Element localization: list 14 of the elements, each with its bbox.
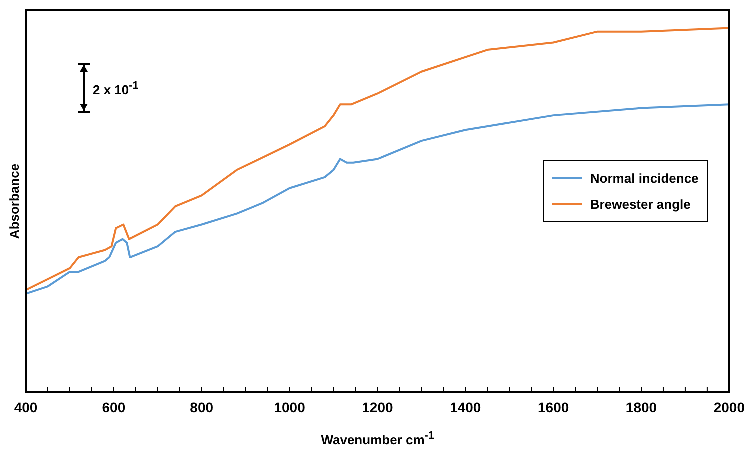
x-tick-label: 1000 bbox=[274, 399, 306, 416]
x-tick-label: 1200 bbox=[362, 399, 394, 416]
y-axis-title: Absorbance bbox=[6, 164, 22, 239]
x-tick-label: 800 bbox=[190, 399, 214, 416]
x-tick-label: 600 bbox=[102, 399, 126, 416]
x-tick-label: 1800 bbox=[626, 399, 658, 416]
annotation: 2 x 10$^{-1}$ bbox=[93, 80, 139, 98]
legend-label: Normal incidence bbox=[590, 170, 699, 186]
x-tick-label: 400 bbox=[14, 399, 38, 416]
x-tick-label: 2000 bbox=[714, 399, 746, 416]
x-tick-label: 1400 bbox=[450, 399, 482, 416]
legend-label: Brewester angle bbox=[590, 196, 691, 212]
x-axis-title: Wavenumber cm$^{-1}$ bbox=[321, 430, 434, 448]
x-tick-label: 1600 bbox=[538, 399, 570, 416]
